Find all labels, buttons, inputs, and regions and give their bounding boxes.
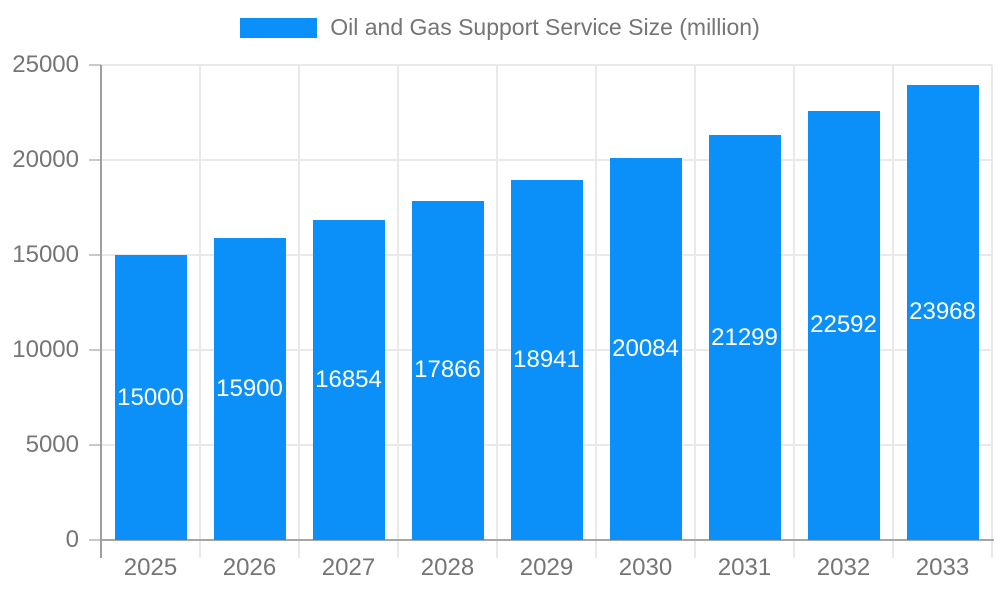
bar-2033: 23968 <box>906 84 979 540</box>
chart-legend: Oil and Gas Support Service Size (millio… <box>0 14 1000 41</box>
x-axis-line <box>101 539 994 541</box>
x-axis-tick-label: 2030 <box>618 554 673 581</box>
x-gridline <box>991 65 993 558</box>
y-tick-mark <box>89 159 101 161</box>
bar-2032: 22592 <box>807 110 880 540</box>
y-tick-mark <box>89 64 101 66</box>
x-axis-tick-label: 2029 <box>519 554 574 581</box>
x-axis-tick-label: 2031 <box>717 554 772 581</box>
x-gridline <box>397 65 399 558</box>
bar-value-label: 15900 <box>216 374 283 402</box>
bar-value-label: 18941 <box>513 346 580 374</box>
y-axis-tick-label: 20000 <box>12 146 79 173</box>
y-tick-mark <box>89 349 101 351</box>
x-axis-tick-label: 2026 <box>222 554 277 581</box>
y-axis-tick-label: 0 <box>65 526 79 553</box>
x-gridline <box>496 65 498 558</box>
y-tick-mark <box>89 254 101 256</box>
bar-2028: 17866 <box>411 200 484 540</box>
x-gridline <box>595 65 597 558</box>
bar-value-label: 22592 <box>810 311 877 339</box>
y-gridline <box>101 64 992 66</box>
bar-value-label: 17866 <box>414 356 481 384</box>
bar-2025: 15000 <box>114 255 187 540</box>
x-gridline <box>298 65 300 558</box>
bar-value-label: 16854 <box>315 365 382 393</box>
x-axis-tick-label: 2028 <box>420 554 475 581</box>
y-axis-line <box>100 65 102 558</box>
y-axis-tick-label: 15000 <box>12 241 79 268</box>
bar-2029: 18941 <box>510 180 583 540</box>
bar-value-label: 21299 <box>711 323 778 351</box>
y-axis-tick-label: 25000 <box>12 51 79 78</box>
bar-2027: 16854 <box>312 219 385 540</box>
x-axis-tick-label: 2027 <box>321 554 376 581</box>
bar-2030: 20084 <box>609 158 682 540</box>
x-gridline <box>199 65 201 558</box>
x-gridline <box>694 65 696 558</box>
x-axis-tick-label: 2032 <box>816 554 871 581</box>
x-gridline <box>793 65 795 558</box>
y-axis-tick-label: 5000 <box>25 431 79 458</box>
y-tick-mark <box>89 539 101 541</box>
y-axis-tick-label: 10000 <box>12 336 79 363</box>
legend-color-swatch <box>240 17 318 38</box>
x-axis-tick-label: 2025 <box>123 554 178 581</box>
bar-value-label: 15000 <box>117 383 184 411</box>
y-tick-mark <box>89 444 101 446</box>
bar-value-label: 20084 <box>612 335 679 363</box>
bar-2026: 15900 <box>213 237 286 540</box>
bar-2031: 21299 <box>708 135 781 540</box>
y-gridline <box>101 159 992 161</box>
x-axis-tick-label: 2033 <box>915 554 970 581</box>
bar-value-label: 23968 <box>909 298 976 326</box>
x-gridline <box>892 65 894 558</box>
legend-series-label: Oil and Gas Support Service Size (millio… <box>330 14 760 40</box>
